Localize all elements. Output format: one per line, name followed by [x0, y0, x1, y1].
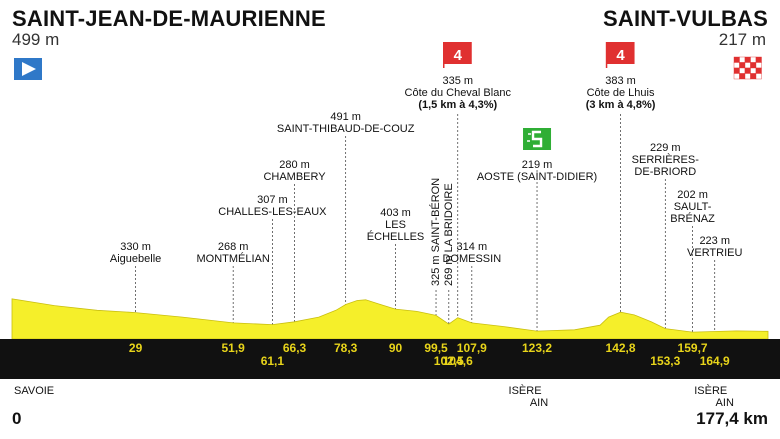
- waypoint-13-line-1: SAULT-: [674, 201, 712, 213]
- km-label-3: 66,3: [283, 341, 307, 355]
- waypoint-5-line-1: LES: [385, 219, 406, 231]
- region-2-line-1: AIN: [716, 397, 734, 409]
- sprint-name: AOSTE (SAINT-DIDIER): [477, 171, 597, 183]
- waypoint-3-line-1: CHAMBERY: [263, 171, 326, 183]
- distance-start: 0: [12, 409, 21, 428]
- km-label-13: 159,7: [678, 341, 708, 355]
- km-label-1: 51,9: [221, 341, 245, 355]
- km-label-0: 29: [129, 341, 143, 355]
- waypoint-0-line-0: 330 m: [120, 241, 151, 253]
- region-0-line-0: SAVOIE: [14, 385, 54, 397]
- climb-detail-1: (3 km à 4,8%): [586, 99, 656, 111]
- waypoint-12-line-2: DE-BRIORD: [634, 166, 696, 178]
- region-1-line-0: ISÈRE: [509, 384, 542, 397]
- km-label-12: 153,3: [650, 354, 680, 368]
- km-band: [0, 339, 780, 379]
- waypoint-1-line-0: 268 m: [218, 241, 249, 253]
- km-label-4: 78,3: [334, 341, 358, 355]
- waypoint-2-line-1: CHALLES-LES-EAUX: [218, 206, 327, 218]
- waypoint-13-line-0: 202 m: [677, 189, 708, 201]
- climb-flag-icon-0: 4: [443, 42, 472, 68]
- km-label-6: 99,5: [424, 341, 448, 355]
- waypoint-5-line-0: 403 m: [380, 207, 411, 219]
- km-label-9: 107,9: [457, 341, 487, 355]
- waypoint-6-label: 325 m SAINT-BÉRON: [429, 178, 442, 286]
- climb-altitude-1: 383 m: [605, 75, 636, 87]
- waypoint-9-line-1: DOMESSIN: [442, 253, 501, 265]
- climb-flag-icon-1: 4: [605, 42, 635, 68]
- km-label-7: 102,5: [434, 354, 464, 368]
- profile-area: [11, 298, 769, 340]
- waypoint-0-line-1: Aiguebelle: [110, 253, 161, 265]
- waypoint-3-line-0: 280 m: [279, 159, 310, 171]
- waypoint-7-label: 269 m LA BRIDOIRE: [443, 183, 455, 286]
- waypoint-4-line-1: SAINT-THIBAUD-DE-COUZ: [277, 123, 415, 135]
- waypoint-13-line-2: BRÉNAZ: [670, 212, 715, 225]
- distance-total: 177,4 km: [696, 409, 768, 428]
- km-label-14: 164,9: [700, 354, 730, 368]
- start-town-name: SAINT-JEAN-DE-MAURIENNE: [12, 6, 326, 31]
- waypoint-2-line-0: 307 m: [257, 194, 288, 206]
- climb-detail-0: (1,5 km à 4,3%): [418, 99, 497, 111]
- start-flag-icon: [14, 58, 42, 80]
- start-altitude: 499 m: [12, 30, 60, 49]
- waypoint-4-line-0: 491 m: [330, 111, 361, 123]
- finish-altitude: 217 m: [718, 30, 766, 49]
- km-label-2: 61,1: [261, 354, 285, 368]
- finish-town-name: SAINT-VULBAS: [603, 6, 768, 31]
- climb-name-0: Côte du Cheval Blanc: [405, 87, 512, 99]
- km-label-10: 123,2: [522, 341, 552, 355]
- km-label-5: 90: [389, 341, 403, 355]
- waypoint-5-line-2: ÉCHELLES: [367, 230, 424, 243]
- waypoint-14-line-0: 223 m: [699, 235, 730, 247]
- waypoint-14-line-1: VERTRIEU: [687, 247, 742, 259]
- km-label-8: 104,6: [443, 354, 473, 368]
- climb-category-0: 4: [454, 47, 463, 64]
- region-1-line-1: AIN: [530, 397, 548, 409]
- sprint-altitude: 219 m: [522, 159, 553, 171]
- waypoint-9-line-0: 314 m: [457, 241, 488, 253]
- finish-flag-icon: [733, 56, 762, 80]
- climb-name-1: Côte de Lhuis: [587, 87, 655, 99]
- climb-altitude-0: 335 m: [442, 75, 473, 87]
- waypoint-1-line-1: MONTMÉLIAN: [197, 252, 270, 265]
- waypoint-12-line-0: 229 m: [650, 142, 681, 154]
- sprint-flag-icon: [523, 128, 552, 150]
- climb-category-1: 4: [616, 47, 625, 64]
- waypoint-12-line-1: SERRIÈRES-: [632, 153, 700, 166]
- km-label-11: 142,8: [606, 341, 636, 355]
- region-2-line-0: ISÈRE: [694, 384, 727, 397]
